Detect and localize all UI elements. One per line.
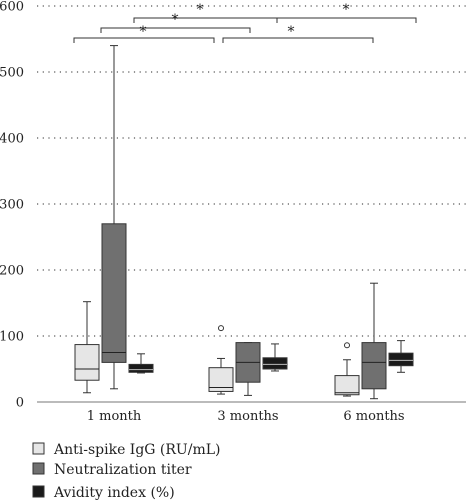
box-rect [208,367,234,392]
outlier-point [344,342,350,349]
box-0-1 [208,325,234,395]
significance-star: * [343,2,350,18]
bracket-line [222,37,374,43]
box-1-2 [361,282,387,400]
bracket-line [100,27,251,33]
y-tick-label: 500 [0,66,24,81]
box-rect [388,352,414,367]
y-tick-label: 600 [0,0,24,15]
y-axis: 0 100 200 300 400 500 600 [0,0,24,411]
y-tick-label: 100 [0,330,24,345]
box-0-0 [74,301,100,394]
legend-label: Neutralization titer [54,462,192,478]
legend-item: Anti-spike IgG (RU/mL) [32,442,220,458]
legend-item: Neutralization titer [32,462,192,478]
significance-bracket: * [133,2,278,23]
box-rect [361,342,387,390]
x-tick-label: 3 months [217,409,278,424]
bracket-line [133,17,278,23]
grid-lines [37,5,466,337]
significance-bracket: * [100,12,251,33]
legend-swatch [32,442,45,455]
x-tick-label: 1 month [87,409,142,424]
y-tick-label: 300 [0,198,24,213]
bracket-line [276,17,417,23]
box-series [74,45,414,400]
significance-star: * [140,24,147,40]
box-2-0 [128,353,154,374]
significance-star: * [197,2,204,18]
significance-bracket: * [222,24,374,43]
box-rect [128,363,154,373]
box-2-1 [262,343,288,372]
box-rect [334,375,360,396]
box-2-2 [388,340,414,373]
significance-brackets: * * * * * [73,2,417,43]
legend-swatch [32,485,45,498]
legend-item: Avidity index (%) [32,485,175,501]
box-rect [262,357,288,370]
y-tick-label: 200 [0,264,24,279]
legend-swatch [32,462,45,475]
box-rect [74,344,100,381]
x-axis: 1 month 3 months 6 months [37,401,466,424]
y-tick-label: 400 [0,132,24,147]
outlier-point [218,325,224,332]
significance-bracket: * [73,24,215,43]
legend: Anti-spike IgG (RU/mL) Neutralization tit… [32,442,220,501]
significance-star: * [172,12,179,28]
box-1-1 [235,342,261,396]
significance-bracket: * [276,2,417,23]
box-1-0 [101,45,127,390]
x-tick-label: 6 months [343,409,404,424]
legend-label: Anti-spike IgG (RU/mL) [53,442,220,458]
legend-label: Avidity index (%) [53,485,175,501]
box-0-2 [334,342,360,397]
bracket-line [73,37,215,43]
box-rect [101,223,127,363]
significance-star: * [288,24,295,40]
y-tick-label: 0 [16,396,24,411]
